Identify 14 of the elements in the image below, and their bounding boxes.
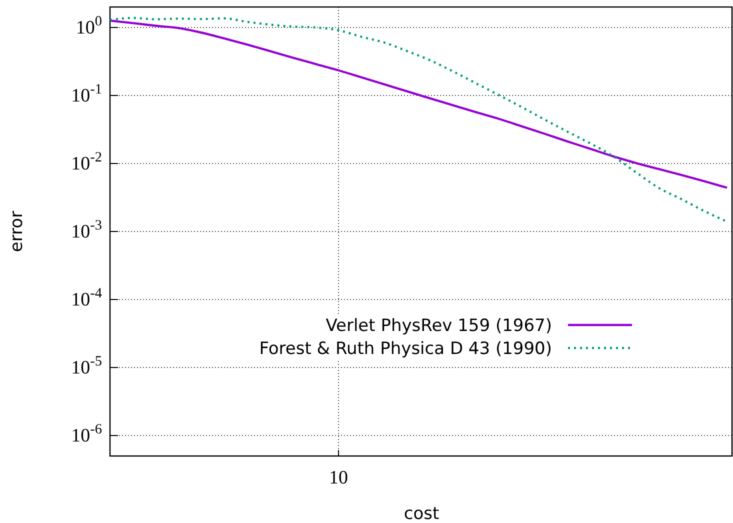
y-tick-label: 10$^{-6}$ xyxy=(71,422,102,447)
y-tick-label: 10$^{-4}$ xyxy=(71,286,102,311)
legend-label: Verlet PhysRev 159 (1967) xyxy=(326,316,552,336)
y-tick-label: 10$^{-2}$ xyxy=(71,150,102,175)
y-tick-label: 10$^{-3}$ xyxy=(71,218,102,243)
x-axis-title: cost xyxy=(404,504,440,523)
y-axis-title: error xyxy=(7,210,27,252)
y-tick-label: 10$^{0}$ xyxy=(76,14,102,39)
line-series xyxy=(110,16,728,223)
y-tick-label: 10$^{-1}$ xyxy=(71,82,102,107)
line-series xyxy=(110,20,728,189)
y-tick-label: 10$^{-5}$ xyxy=(71,354,102,379)
legend-label: Forest & Ruth Physica D 43 (1990) xyxy=(259,338,552,359)
x-tick-label: 10 xyxy=(329,467,348,488)
